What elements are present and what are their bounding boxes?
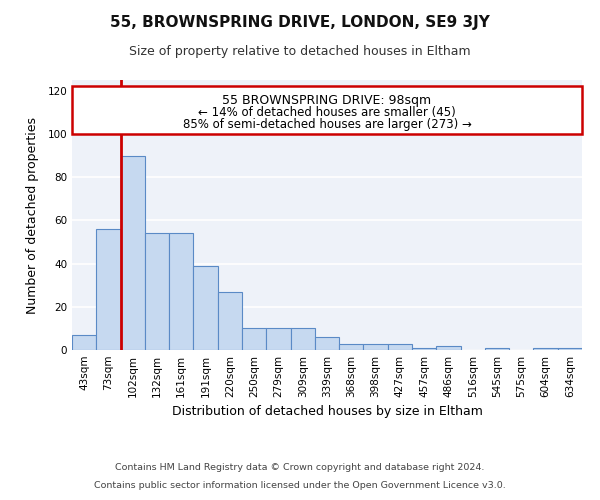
Bar (315, 337, 339, 350)
Bar (218, 292, 242, 350)
Bar (364, 344, 388, 350)
Bar (436, 346, 461, 350)
Bar (339, 344, 364, 350)
Bar (388, 344, 412, 350)
Text: Contains public sector information licensed under the Open Government Licence v3: Contains public sector information licen… (94, 481, 506, 490)
Text: Contains HM Land Registry data © Crown copyright and database right 2024.: Contains HM Land Registry data © Crown c… (115, 464, 485, 472)
Text: 55, BROWNSPRING DRIVE, LONDON, SE9 3JY: 55, BROWNSPRING DRIVE, LONDON, SE9 3JY (110, 15, 490, 30)
Text: ← 14% of detached houses are smaller (45): ← 14% of detached houses are smaller (45… (198, 106, 456, 119)
Bar (242, 328, 266, 350)
Bar (266, 328, 290, 350)
Bar (96, 229, 121, 350)
Bar (412, 348, 436, 350)
X-axis label: Distribution of detached houses by size in Eltham: Distribution of detached houses by size … (172, 406, 482, 418)
Text: Size of property relative to detached houses in Eltham: Size of property relative to detached ho… (129, 45, 471, 58)
Y-axis label: Number of detached properties: Number of detached properties (26, 116, 39, 314)
Bar (72, 335, 96, 350)
Bar (485, 348, 509, 350)
Bar (169, 234, 193, 350)
Bar (121, 156, 145, 350)
Bar (145, 234, 169, 350)
FancyBboxPatch shape (72, 86, 582, 134)
Text: 85% of semi-detached houses are larger (273) →: 85% of semi-detached houses are larger (… (182, 118, 472, 131)
Bar (533, 348, 558, 350)
Bar (558, 348, 582, 350)
Bar (193, 266, 218, 350)
Bar (290, 328, 315, 350)
Text: 55 BROWNSPRING DRIVE: 98sqm: 55 BROWNSPRING DRIVE: 98sqm (223, 94, 431, 107)
